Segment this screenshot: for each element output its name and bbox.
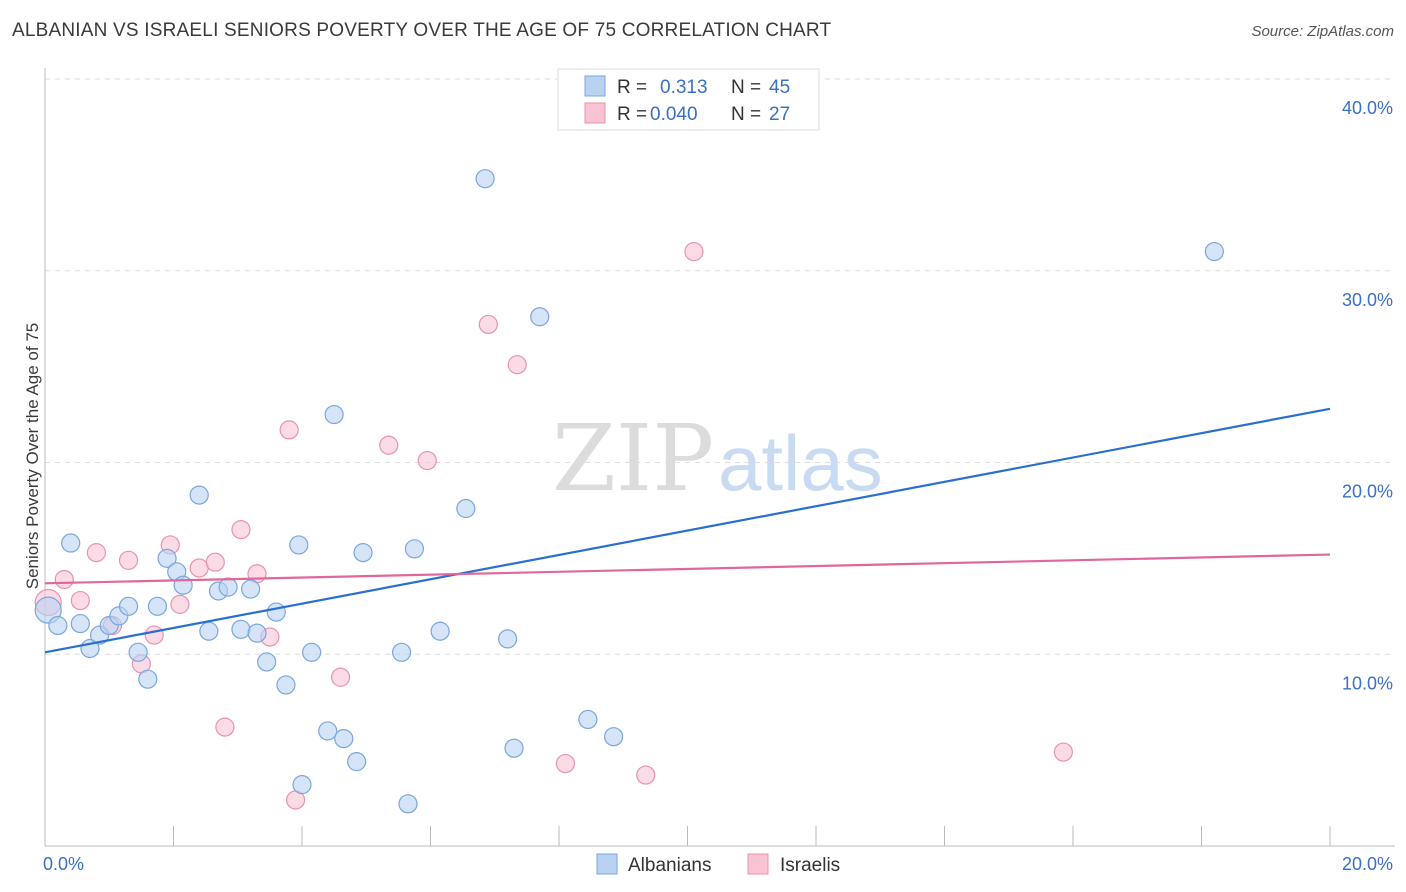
- legend-israelis-n-value: 27: [769, 104, 790, 125]
- albanians-point: [70, 613, 90, 634]
- legend-albanians-n-value: 45: [769, 77, 790, 98]
- albanians-point: [604, 727, 624, 747]
- albanians-point: [504, 738, 524, 758]
- legend-albanians-r-label: R =: [617, 77, 647, 98]
- albanians-point: [48, 615, 68, 636]
- bottom-legend: Albanians Israelis: [596, 853, 840, 876]
- albanians-point: [430, 621, 450, 641]
- israelis-point: [507, 355, 527, 375]
- israelis-point: [279, 420, 299, 440]
- x-tick-label: 0.0%: [43, 854, 84, 874]
- albanians-point: [302, 642, 322, 662]
- albanians-point: [241, 579, 261, 599]
- albanians-point: [128, 642, 148, 662]
- israelis-point: [1053, 742, 1073, 762]
- points-layer: [34, 169, 1224, 814]
- tick-layer: 10.0% 20.0% 30.0% 40.0% 0.0% 20.0%: [43, 98, 1393, 874]
- albanians-point: [475, 169, 495, 189]
- legend-israelis-swatch: [584, 102, 606, 124]
- albanians-point: [173, 575, 193, 595]
- y-tick-label: 10.0%: [1342, 673, 1393, 693]
- y-tick-label: 20.0%: [1342, 482, 1393, 502]
- albanians-point: [347, 752, 367, 772]
- israelis-point: [636, 765, 656, 785]
- albanians-point: [276, 675, 296, 695]
- israelis-point: [417, 450, 437, 471]
- israelis-point: [231, 520, 251, 540]
- chart-source: Source: ZipAtlas.com: [1251, 23, 1394, 40]
- albanians-point: [1204, 241, 1224, 262]
- israelis-point: [144, 625, 164, 645]
- y-axis-label: Seniors Poverty Over the Age of 75: [23, 323, 42, 589]
- watermark-zip: ZIP: [552, 405, 714, 512]
- albanians-point: [398, 794, 418, 814]
- bottom-legend-albanians-label: Albanians: [628, 855, 711, 876]
- albanians-point: [118, 596, 139, 616]
- albanians-point: [231, 619, 251, 639]
- albanians-point: [189, 485, 209, 505]
- albanians-point: [498, 629, 518, 649]
- legend-israelis-n-label: N =: [731, 104, 761, 125]
- albanians-point: [318, 721, 338, 741]
- bottom-legend-israelis-swatch: [747, 853, 769, 875]
- israelis-point: [189, 558, 209, 578]
- chart-title: ALBANIAN VS ISRAELI SENIORS POVERTY OVER…: [12, 20, 832, 41]
- grid-layer: [45, 78, 1395, 846]
- albanians-point: [199, 621, 219, 641]
- israelis-point: [54, 569, 74, 590]
- albanians-point: [324, 404, 344, 425]
- bottom-legend-albanians-swatch: [596, 853, 618, 875]
- albanians-point: [218, 577, 238, 597]
- bottom-legend-israelis-label: Israelis: [780, 855, 840, 876]
- albanians-point: [138, 669, 158, 689]
- israelis-point: [684, 241, 704, 262]
- legend-albanians-r-value: 0.313: [660, 77, 708, 98]
- albanians-point: [334, 729, 354, 749]
- albanians-point: [157, 548, 177, 568]
- legend-israelis-r-label: R =: [617, 104, 647, 125]
- israelis-point: [478, 314, 498, 335]
- israelis-point: [86, 543, 107, 563]
- israelis-point: [170, 594, 190, 614]
- legend-albanians-swatch: [584, 75, 606, 97]
- israelis-point: [330, 667, 351, 687]
- israelis-point: [215, 717, 235, 737]
- albanians-point: [266, 602, 286, 622]
- trend-layer: [44, 407, 1331, 654]
- y-tick-label: 40.0%: [1342, 98, 1393, 118]
- israelis-point: [70, 590, 90, 611]
- legend-albanians-n-label: N =: [731, 77, 761, 98]
- albanians-trend-line: [44, 407, 1331, 654]
- albanians-point: [257, 652, 277, 672]
- israelis-point: [205, 552, 225, 572]
- albanians-point: [147, 596, 168, 616]
- albanians-point: [530, 307, 550, 327]
- axis-layer: [44, 68, 1395, 847]
- albanians-point: [292, 775, 312, 795]
- israelis-point: [118, 550, 139, 570]
- albanians-point: [247, 623, 267, 643]
- albanians-point: [353, 543, 373, 563]
- israelis-trend-line: [44, 553, 1331, 585]
- israelis-point: [379, 435, 399, 455]
- albanians-point: [404, 539, 425, 559]
- albanians-point: [61, 533, 81, 553]
- y-tick-label: 30.0%: [1342, 290, 1393, 310]
- albanians-point: [578, 709, 598, 730]
- legend-israelis-r-value: 0.040: [650, 104, 698, 125]
- top-legend: R = 0.313 N = 45 R = 0.040 N = 27: [557, 68, 820, 131]
- albanians-point: [289, 535, 309, 555]
- albanians-point: [456, 498, 476, 519]
- x-tick-label: 20.0%: [1342, 854, 1393, 874]
- israelis-point: [555, 753, 576, 774]
- albanians-point: [391, 642, 412, 662]
